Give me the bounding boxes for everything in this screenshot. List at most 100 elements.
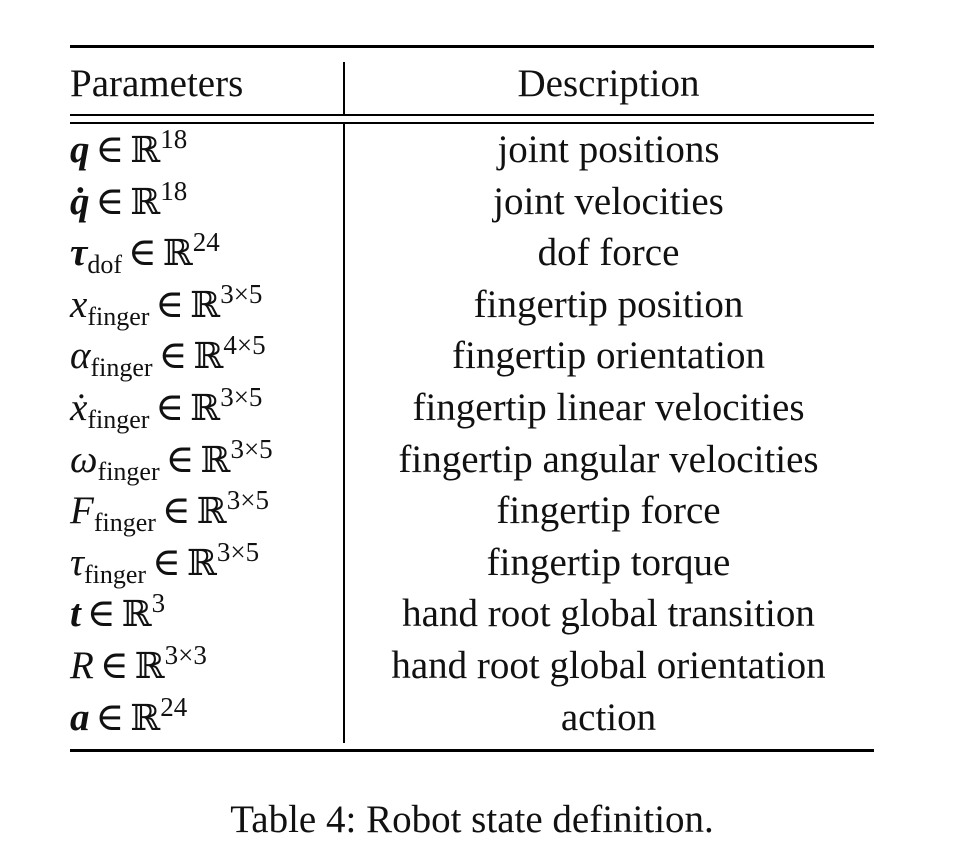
element-of-symbol: ∈ [155, 282, 185, 326]
real-set-symbol: ℝ [130, 697, 161, 739]
table-caption: Table 4: Robot state definition. [230, 798, 714, 841]
real-set-symbol: ℝ [186, 542, 217, 584]
table-row: a ∈ ℝ24 action [70, 692, 874, 744]
parameter-cell: R ∈ ℝ3×3 [70, 640, 207, 692]
parameter-dimension: 3×5 [220, 381, 263, 412]
table-row: ẋfinger ∈ ℝ3×5 fingertip linear velocities [70, 382, 874, 434]
parameter-symbol: α [70, 334, 91, 378]
element-of-symbol: ∈ [127, 231, 157, 275]
parameter-cell: q̇ ∈ ℝ18 [70, 176, 187, 228]
description-cell: hand root global orientation [391, 643, 826, 687]
parameter-cell: τfinger ∈ ℝ3×5 [70, 537, 259, 589]
parameter-symbol: R [70, 643, 94, 687]
table-row: xfinger ∈ ℝ3×5 fingertip position [70, 279, 874, 331]
parameter-symbol: t [70, 592, 81, 636]
parameter-dimension: 3×5 [216, 536, 260, 567]
parameter-subscript: finger [83, 559, 147, 589]
parameter-dimension: 18 [160, 124, 188, 154]
parameter-dimension: 3×5 [230, 433, 273, 464]
parameter-symbol: x [70, 282, 88, 326]
description-cell: fingertip force [496, 489, 721, 533]
header-parameters: Parameters [70, 62, 244, 105]
parameter-symbol: τ [70, 231, 88, 275]
table-row: ωfinger ∈ ℝ3×5 fingertip angular velocities [70, 434, 874, 486]
description-cell: dof force [537, 231, 680, 275]
parameter-dimension: 24 [160, 691, 188, 722]
description-cell: fingertip position [473, 282, 744, 326]
parameter-cell: ẋfinger ∈ ℝ3×5 [70, 382, 262, 434]
description-cell: fingertip torque [486, 540, 731, 584]
real-set-symbol: ℝ [121, 594, 152, 636]
parameter-cell: a ∈ ℝ24 [70, 692, 187, 744]
parameter-subscript: finger [97, 456, 160, 486]
description-cell: action [560, 695, 657, 739]
parameter-subscript: dof [87, 250, 122, 280]
element-of-symbol: ∈ [95, 128, 125, 171]
real-set-symbol: ℝ [193, 336, 224, 378]
parameter-cell: xfinger ∈ ℝ3×5 [70, 279, 262, 331]
table-body: q ∈ ℝ18 joint positions q̇ ∈ ℝ18 joint velociti… [70, 124, 874, 743]
header-double-rule-lower [70, 122, 874, 124]
real-set-symbol: ℝ [134, 645, 165, 687]
header-double-rule-upper [70, 114, 874, 116]
parameter-subscript: finger [87, 404, 150, 434]
parameter-cell: αfinger ∈ ℝ4×5 [70, 330, 266, 382]
parameter-subscript: finger [90, 353, 153, 383]
description-cell: joint positions [497, 128, 720, 171]
description-cell: fingertip linear velocities [412, 385, 805, 429]
parameter-cell: Ffinger ∈ ℝ3×5 [70, 485, 269, 537]
real-set-symbol: ℝ [200, 439, 231, 481]
element-of-symbol: ∈ [86, 592, 116, 636]
table-row: αfinger ∈ ℝ4×5 fingertip orientation [70, 330, 874, 382]
table-row: τfinger ∈ ℝ3×5 fingertip torque [70, 537, 874, 589]
header-column-divider [343, 62, 345, 114]
table-row: Ffinger ∈ ℝ3×5 fingertip force [70, 485, 874, 537]
header-description: Description [517, 62, 700, 105]
real-set-symbol: ℝ [190, 387, 221, 429]
parameter-dimension: 3×5 [226, 485, 269, 516]
real-set-symbol: ℝ [130, 181, 161, 223]
parameter-subscript: finger [93, 508, 156, 538]
parameter-dimension: 4×5 [223, 330, 266, 361]
parameter-cell: q ∈ ℝ18 [70, 124, 187, 176]
parameter-symbol: τ [70, 540, 84, 584]
table-bottom-rule [70, 749, 874, 752]
table-row: q ∈ ℝ18 joint positions [70, 124, 874, 176]
parameter-dimension: 3×3 [164, 639, 207, 670]
description-cell: fingertip orientation [452, 334, 765, 378]
parameter-symbol: ẋ [70, 385, 88, 429]
element-of-symbol: ∈ [161, 489, 191, 533]
table-row: t ∈ ℝ3 hand root global transition [70, 588, 874, 640]
parameter-cell: τdof ∈ ℝ24 [70, 227, 220, 279]
description-cell: joint velocities [493, 179, 724, 223]
table-top-rule [70, 45, 874, 48]
description-cell: hand root global transition [402, 592, 815, 636]
element-of-symbol: ∈ [165, 437, 195, 481]
real-set-symbol: ℝ [190, 284, 221, 326]
parameter-symbol: q̇ [70, 179, 90, 223]
parameter-subscript: finger [87, 301, 150, 331]
parameter-symbol: a [70, 695, 90, 739]
table-row: τdof ∈ ℝ24 dof force [70, 227, 874, 279]
parameter-cell: ωfinger ∈ ℝ3×5 [70, 434, 273, 486]
parameter-symbol: F [70, 489, 94, 533]
element-of-symbol: ∈ [99, 643, 129, 687]
table-row: q̇ ∈ ℝ18 joint velocities [70, 176, 874, 228]
description-cell: fingertip angular velocities [398, 437, 819, 481]
parameter-dimension: 3 [151, 588, 166, 619]
real-set-symbol: ℝ [162, 233, 193, 275]
table-row: R ∈ ℝ3×3 hand root global orientation [70, 640, 874, 692]
parameter-dimension: 24 [192, 227, 220, 258]
body-column-divider [343, 124, 345, 743]
real-set-symbol: ℝ [130, 130, 161, 171]
parameter-symbol: ω [70, 437, 98, 481]
parameter-dimension: 18 [160, 175, 188, 206]
parameter-dimension: 3×5 [220, 278, 263, 309]
element-of-symbol: ∈ [95, 179, 125, 223]
element-of-symbol: ∈ [95, 695, 125, 739]
real-set-symbol: ℝ [196, 491, 227, 533]
element-of-symbol: ∈ [155, 385, 185, 429]
element-of-symbol: ∈ [158, 334, 188, 378]
element-of-symbol: ∈ [152, 540, 181, 584]
parameter-symbol: q [70, 128, 90, 171]
